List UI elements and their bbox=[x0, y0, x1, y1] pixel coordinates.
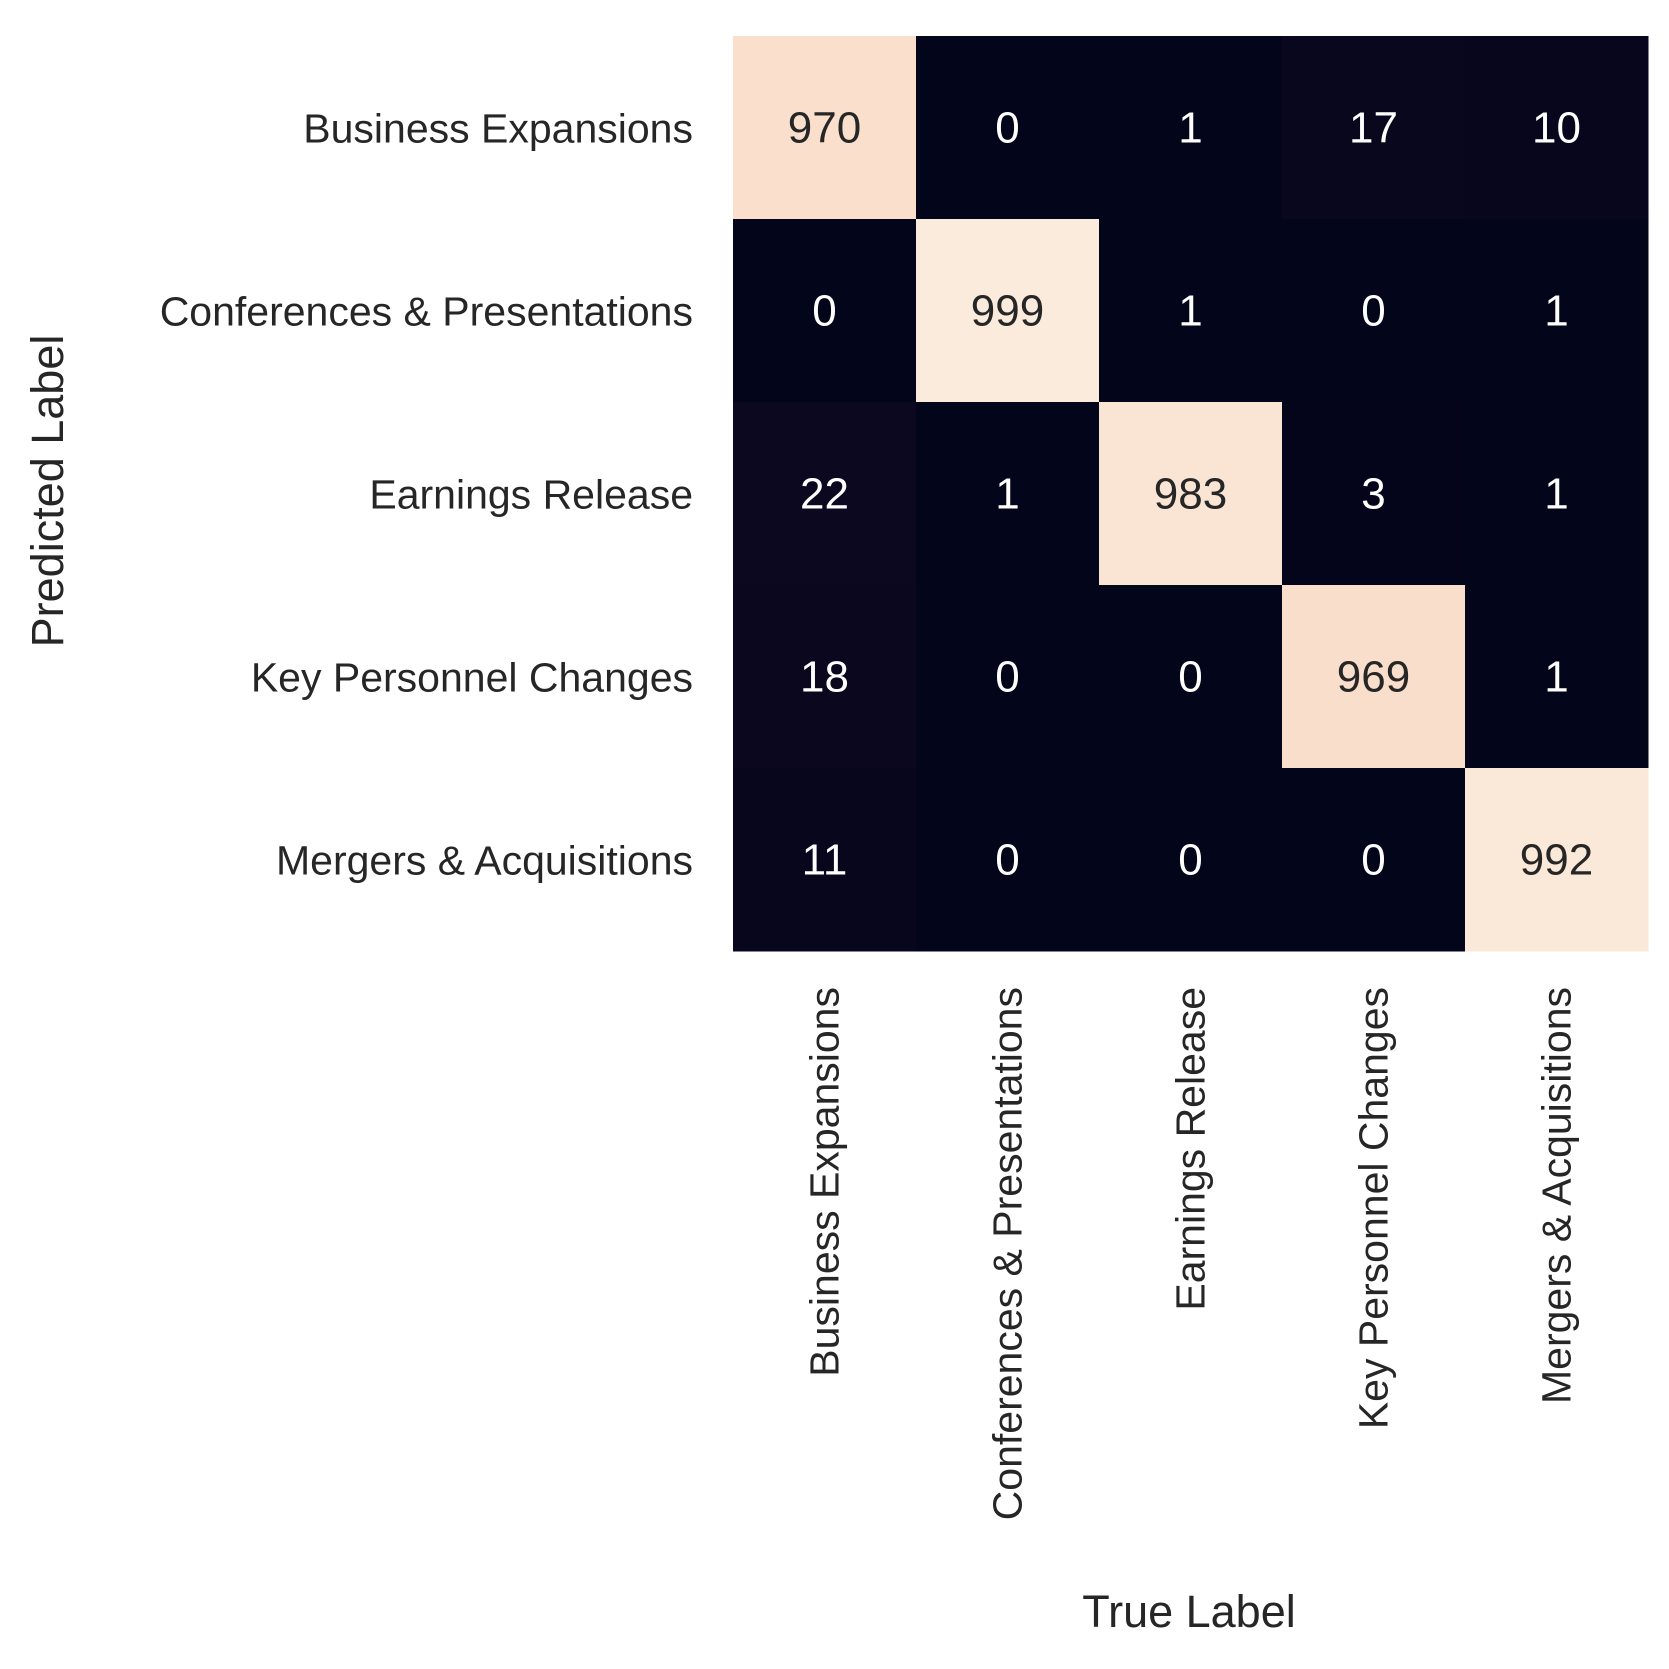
y-tick-label: Key Personnel Changes bbox=[251, 655, 693, 701]
cell-value-label: 0 bbox=[1361, 287, 1385, 336]
cell-value-label: 983 bbox=[1154, 470, 1227, 519]
heatmap-cell bbox=[1465, 585, 1649, 769]
heatmap-cell bbox=[1282, 768, 1466, 952]
heatmap-cell bbox=[1099, 768, 1283, 952]
cell-value-label: 970 bbox=[788, 104, 861, 153]
cell-value-label: 0 bbox=[995, 653, 1019, 702]
cell-value-label: 1 bbox=[1178, 287, 1202, 336]
heatmap-cells bbox=[733, 36, 1649, 952]
x-tick-labels: Business Expansions Conferences & Present… bbox=[802, 987, 1580, 1520]
heatmap-cell bbox=[733, 36, 917, 220]
cell-value-label: 1 bbox=[1544, 287, 1568, 336]
cell-value-label: 1 bbox=[995, 470, 1019, 519]
heatmap-cell bbox=[733, 585, 917, 769]
x-tick-label: Business Expansions bbox=[802, 987, 848, 1377]
heatmap-cell bbox=[916, 402, 1100, 586]
cell-value-label: 0 bbox=[1361, 836, 1385, 885]
y-axis-label: Predicted Label bbox=[22, 335, 73, 648]
y-tick-label: Mergers & Acquisitions bbox=[276, 838, 693, 884]
cell-value-label: 1 bbox=[1544, 653, 1568, 702]
heatmap-cell bbox=[916, 585, 1100, 769]
heatmap-cell bbox=[1099, 219, 1283, 403]
x-axis-label: True Label bbox=[1082, 1586, 1295, 1637]
cell-value-label: 0 bbox=[1178, 653, 1202, 702]
heatmap-cell bbox=[1465, 768, 1649, 952]
heatmap-cell bbox=[1099, 36, 1283, 220]
heatmap-cell bbox=[916, 219, 1100, 403]
heatmap-cell bbox=[1282, 402, 1466, 586]
heatmap-cell bbox=[1099, 585, 1283, 769]
cell-value-label: 0 bbox=[812, 287, 836, 336]
cell-value-label: 1 bbox=[1178, 104, 1202, 153]
x-tick-label: Mergers & Acquisitions bbox=[1534, 987, 1580, 1404]
cell-value-label: 0 bbox=[995, 104, 1019, 153]
y-tick-label: Conferences & Presentations bbox=[160, 289, 693, 335]
heatmap-cell-labels: 970 0 1 17 100 999 1 0 122 1 983 3 118 0 0 969 111 0 0 0 992 bbox=[788, 104, 1593, 885]
cell-value-label: 1 bbox=[1544, 470, 1568, 519]
heatmap-cell bbox=[1282, 36, 1466, 220]
cell-value-label: 17 bbox=[1349, 104, 1398, 153]
cell-value-label: 22 bbox=[800, 470, 849, 519]
heatmap-cell bbox=[916, 36, 1100, 220]
y-tick-label: Earnings Release bbox=[369, 472, 693, 518]
x-tick-label: Conferences & Presentations bbox=[985, 987, 1031, 1520]
y-tick-labels: Business Expansions Conferences & Present… bbox=[160, 106, 693, 884]
heatmap-cell bbox=[916, 768, 1100, 952]
cell-value-label: 0 bbox=[1178, 836, 1202, 885]
heatmap-cell bbox=[1465, 219, 1649, 403]
heatmap-cell bbox=[733, 402, 917, 586]
heatmap-cell bbox=[1465, 36, 1649, 220]
heatmap-cell bbox=[1282, 585, 1466, 769]
cell-value-label: 0 bbox=[995, 836, 1019, 885]
cell-value-label: 969 bbox=[1337, 653, 1410, 702]
cell-value-label: 3 bbox=[1361, 470, 1385, 519]
cell-value-label: 10 bbox=[1532, 104, 1581, 153]
heatmap-cell bbox=[1282, 219, 1466, 403]
x-tick-label: Earnings Release bbox=[1168, 987, 1214, 1311]
heatmap-cell bbox=[1465, 402, 1649, 586]
heatmap-cell bbox=[733, 219, 917, 403]
cell-value-label: 11 bbox=[802, 836, 848, 885]
cell-value-label: 992 bbox=[1520, 836, 1593, 885]
cell-value-label: 999 bbox=[971, 287, 1044, 336]
cell-value-label: 18 bbox=[800, 653, 849, 702]
heatmap-cell bbox=[733, 768, 917, 952]
x-tick-label: Key Personnel Changes bbox=[1351, 987, 1397, 1429]
y-tick-label: Business Expansions bbox=[303, 106, 693, 152]
heatmap-cell bbox=[1099, 402, 1283, 586]
